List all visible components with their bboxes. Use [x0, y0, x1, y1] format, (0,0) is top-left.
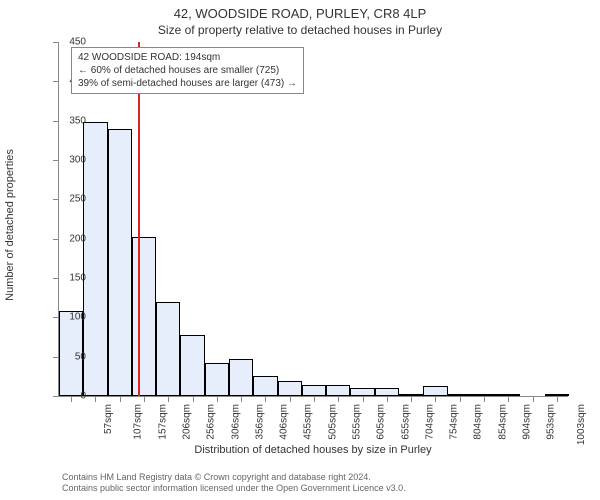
x-tick [557, 396, 558, 402]
x-tick [363, 396, 364, 402]
x-tick [290, 396, 291, 402]
y-tick-label: 200 [56, 233, 86, 244]
x-tick-label: 704sqm [424, 404, 435, 440]
x-tick-label: 804sqm [473, 404, 484, 440]
histogram-bar [278, 381, 302, 396]
x-tick-label: 655sqm [400, 404, 411, 440]
y-axis-label: Number of detached properties [4, 125, 16, 325]
x-tick [217, 396, 218, 402]
histogram-bar [132, 237, 156, 396]
annotation-line2: ← 60% of detached houses are smaller (72… [78, 64, 297, 77]
x-tick-label: 1003sqm [576, 404, 587, 445]
x-tick-label: 505sqm [327, 404, 338, 440]
histogram-bar [180, 335, 204, 396]
x-tick-label: 157sqm [157, 404, 168, 440]
x-tick [168, 396, 169, 402]
x-tick-label: 256sqm [206, 404, 217, 440]
footer-line-1: Contains HM Land Registry data © Crown c… [62, 472, 406, 483]
x-tick-label: 306sqm [230, 404, 241, 440]
x-tick-label: 904sqm [522, 404, 533, 440]
histogram-bar [423, 386, 447, 396]
title-sub: Size of property relative to detached ho… [0, 23, 600, 37]
histogram-bar [253, 376, 277, 396]
footer-line-2: Contains public sector information licen… [62, 483, 406, 494]
histogram-bar [229, 359, 253, 396]
y-tick-label: 250 [56, 194, 86, 205]
x-tick [338, 396, 339, 402]
y-tick-label: 350 [56, 115, 86, 126]
footer-attribution: Contains HM Land Registry data © Crown c… [62, 472, 406, 495]
histogram-bar [83, 122, 107, 396]
x-tick [95, 396, 96, 402]
chart: 42 WOODSIDE ROAD: 194sqm← 60% of detache… [58, 42, 568, 432]
x-tick [265, 396, 266, 402]
x-tick [484, 396, 485, 402]
x-tick [387, 396, 388, 402]
histogram-bar [205, 363, 229, 396]
x-tick [508, 396, 509, 402]
x-tick-label: 206sqm [182, 404, 193, 440]
x-tick [435, 396, 436, 402]
plot-area: 42 WOODSIDE ROAD: 194sqm← 60% of detache… [58, 42, 568, 397]
y-tick-label: 300 [56, 155, 86, 166]
histogram-bar [375, 388, 399, 396]
annotation-line1: 42 WOODSIDE ROAD: 194sqm [78, 51, 297, 64]
title-main: 42, WOODSIDE ROAD, PURLEY, CR8 4LP [0, 0, 600, 21]
x-tick-label: 455sqm [303, 404, 314, 440]
x-tick [314, 396, 315, 402]
reference-line [138, 42, 140, 396]
annotation-box: 42 WOODSIDE ROAD: 194sqm← 60% of detache… [71, 47, 304, 94]
x-tick [241, 396, 242, 402]
x-tick-label: 854sqm [497, 404, 508, 440]
x-tick-label: 57sqm [103, 404, 114, 434]
x-tick [144, 396, 145, 402]
x-tick-label: 107sqm [133, 404, 144, 440]
y-tick-label: 0 [56, 391, 86, 402]
histogram-bar [156, 302, 180, 396]
histogram-bar [326, 385, 350, 396]
x-tick [460, 396, 461, 402]
histogram-bar [302, 385, 326, 396]
y-tick-label: 450 [56, 37, 86, 48]
x-tick-label: 754sqm [449, 404, 460, 440]
x-tick [411, 396, 412, 402]
x-tick-label: 356sqm [254, 404, 265, 440]
histogram-bar [108, 129, 132, 396]
y-tick-label: 50 [56, 351, 86, 362]
x-tick [193, 396, 194, 402]
x-tick-label: 953sqm [546, 404, 557, 440]
x-tick [120, 396, 121, 402]
x-axis-label: Distribution of detached houses by size … [58, 444, 568, 456]
annotation-line3: 39% of semi-detached houses are larger (… [78, 77, 297, 90]
x-tick-label: 555sqm [352, 404, 363, 440]
y-tick-label: 100 [56, 312, 86, 323]
y-tick-label: 150 [56, 273, 86, 284]
histogram-bar [350, 388, 374, 396]
x-tick-label: 406sqm [279, 404, 290, 440]
x-tick [533, 396, 534, 402]
x-tick-label: 605sqm [376, 404, 387, 440]
